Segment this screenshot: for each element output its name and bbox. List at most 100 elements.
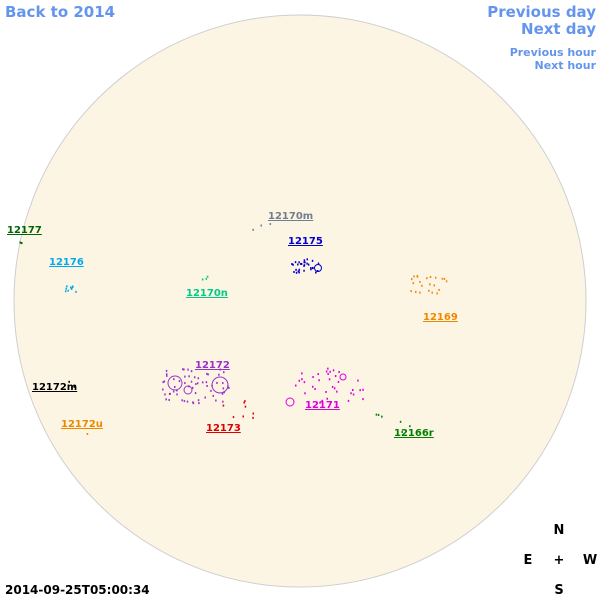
region-label[interactable]: 12169	[423, 312, 458, 323]
spot	[65, 287, 67, 290]
spot	[292, 263, 294, 266]
spot	[331, 385, 334, 388]
spot	[310, 268, 312, 271]
spot	[198, 402, 200, 405]
spot	[311, 385, 314, 388]
spot	[244, 405, 247, 408]
region-label[interactable]: 12170m	[268, 211, 313, 222]
spot	[419, 291, 421, 294]
previous-day-link[interactable]: Previous day	[487, 3, 596, 21]
spot	[228, 386, 230, 389]
spot	[347, 399, 350, 402]
spot	[204, 396, 206, 399]
spot	[350, 392, 352, 395]
spot	[334, 375, 337, 378]
solar-disk	[13, 14, 587, 588]
spot	[327, 367, 329, 370]
spot	[362, 398, 364, 401]
compass-west: W	[583, 553, 597, 568]
spot	[375, 413, 378, 416]
spot	[64, 290, 67, 293]
region-label[interactable]: 12172	[195, 360, 230, 371]
timestamp: 2014-09-25T05:00:34	[5, 583, 150, 597]
spot	[318, 379, 320, 382]
spot	[183, 400, 186, 403]
spot	[195, 383, 197, 386]
spot	[291, 263, 293, 266]
spot	[67, 289, 69, 292]
spot	[311, 266, 314, 269]
spot	[184, 375, 186, 378]
spot	[306, 262, 308, 265]
spot	[162, 388, 164, 391]
region-label[interactable]: 12171	[305, 400, 340, 411]
spot-circle	[285, 397, 295, 407]
spot	[306, 258, 309, 261]
spot	[172, 390, 175, 393]
spot	[168, 398, 170, 401]
back-link[interactable]: Back to 2014	[5, 3, 115, 21]
spot	[163, 380, 166, 383]
spot	[222, 404, 225, 407]
previous-hour-link[interactable]: Previous hour	[510, 46, 597, 59]
spot	[317, 373, 319, 376]
region-label[interactable]: 12173	[206, 423, 241, 434]
spot	[295, 268, 297, 271]
region-label[interactable]: 12175	[288, 236, 323, 247]
spot	[219, 368, 222, 371]
spot	[329, 370, 331, 373]
spot	[298, 379, 301, 382]
spot	[206, 384, 208, 387]
spot	[70, 287, 73, 290]
region-label[interactable]: 12177	[7, 225, 42, 236]
spot	[419, 280, 421, 283]
spot	[357, 379, 359, 382]
spot	[401, 431, 403, 434]
spot	[298, 268, 301, 271]
region-label[interactable]: 12170n	[186, 288, 228, 299]
spot	[328, 378, 331, 381]
spot	[295, 271, 298, 274]
next-day-link[interactable]: Next day	[521, 20, 596, 38]
spot	[310, 267, 312, 270]
spot	[207, 373, 209, 376]
spot	[19, 241, 21, 244]
spot	[429, 276, 432, 279]
spot	[325, 390, 327, 393]
spot	[428, 289, 430, 292]
region-label[interactable]: 12172u	[61, 419, 103, 430]
spot	[443, 277, 446, 280]
spot-circle	[314, 264, 322, 272]
spot	[215, 399, 217, 402]
spot	[178, 380, 181, 383]
spot	[169, 392, 171, 395]
spot	[75, 290, 77, 293]
region-label[interactable]: 12176	[49, 257, 84, 268]
spot	[72, 285, 74, 288]
spot	[377, 413, 380, 416]
region-label[interactable]: 12166r	[394, 428, 434, 439]
spot	[426, 277, 428, 280]
spot	[164, 393, 166, 396]
spot	[212, 394, 215, 397]
spot	[297, 263, 299, 266]
spot	[187, 368, 189, 371]
spot	[218, 373, 220, 376]
spot	[232, 416, 235, 419]
spot	[73, 385, 75, 388]
spot	[336, 390, 338, 393]
spot	[182, 368, 184, 371]
region-label[interactable]: 12172m	[32, 382, 77, 393]
spot	[412, 282, 415, 285]
spot	[300, 263, 302, 266]
spot	[321, 399, 323, 402]
spot	[194, 392, 197, 395]
spot	[193, 376, 196, 379]
spot	[181, 399, 183, 402]
spot	[410, 290, 412, 293]
spot	[173, 378, 175, 381]
next-hour-link[interactable]: Next hour	[535, 59, 597, 72]
spot	[429, 283, 431, 286]
